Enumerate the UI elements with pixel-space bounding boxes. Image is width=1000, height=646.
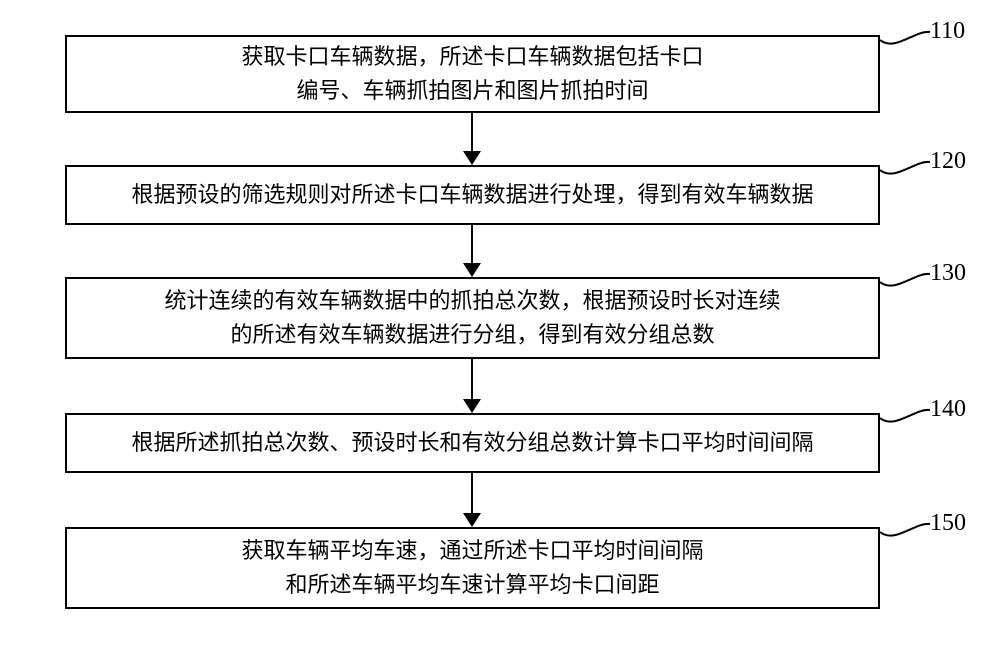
flow-connector bbox=[471, 225, 473, 265]
flow-connector bbox=[471, 359, 473, 401]
flow-step-text: 统计连续的有效车辆数据中的抓拍总次数，根据预设时长对连续 的所述有效车辆数据进行… bbox=[164, 284, 780, 352]
flow-step-130: 统计连续的有效车辆数据中的抓拍总次数，根据预设时长对连续 的所述有效车辆数据进行… bbox=[65, 277, 880, 359]
step-number-label: 130 bbox=[930, 260, 966, 287]
flow-step-text: 获取车辆平均车速，通过所述卡口平均时间间隔 和所述车辆平均车速计算平均卡口间距 bbox=[241, 534, 703, 602]
flow-step-text: 根据所述抓拍总次数、预设时长和有效分组总数计算卡口平均时间间隔 bbox=[131, 426, 813, 460]
step-number-label: 140 bbox=[930, 396, 966, 423]
flow-step-120: 根据预设的筛选规则对所述卡口车辆数据进行处理，得到有效车辆数据 bbox=[65, 165, 880, 225]
arrow-down-icon bbox=[463, 513, 481, 527]
flow-connector bbox=[471, 473, 473, 515]
step-number-label: 120 bbox=[930, 148, 966, 175]
step-number-label: 150 bbox=[930, 510, 966, 537]
arrow-down-icon bbox=[463, 263, 481, 277]
arrow-down-icon bbox=[463, 151, 481, 165]
flow-connector bbox=[471, 113, 473, 153]
flow-step-140: 根据所述抓拍总次数、预设时长和有效分组总数计算卡口平均时间间隔 bbox=[65, 413, 880, 473]
step-number-label: 110 bbox=[930, 18, 965, 45]
flow-step-110: 获取卡口车辆数据，所述卡口车辆数据包括卡口 编号、车辆抓拍图片和图片抓拍时间 bbox=[65, 35, 880, 113]
flow-step-text: 根据预设的筛选规则对所述卡口车辆数据进行处理，得到有效车辆数据 bbox=[131, 178, 813, 212]
flow-step-150: 获取车辆平均车速，通过所述卡口平均时间间隔 和所述车辆平均车速计算平均卡口间距 bbox=[65, 527, 880, 609]
flow-step-text: 获取卡口车辆数据，所述卡口车辆数据包括卡口 编号、车辆抓拍图片和图片抓拍时间 bbox=[241, 40, 703, 108]
arrow-down-icon bbox=[463, 399, 481, 413]
